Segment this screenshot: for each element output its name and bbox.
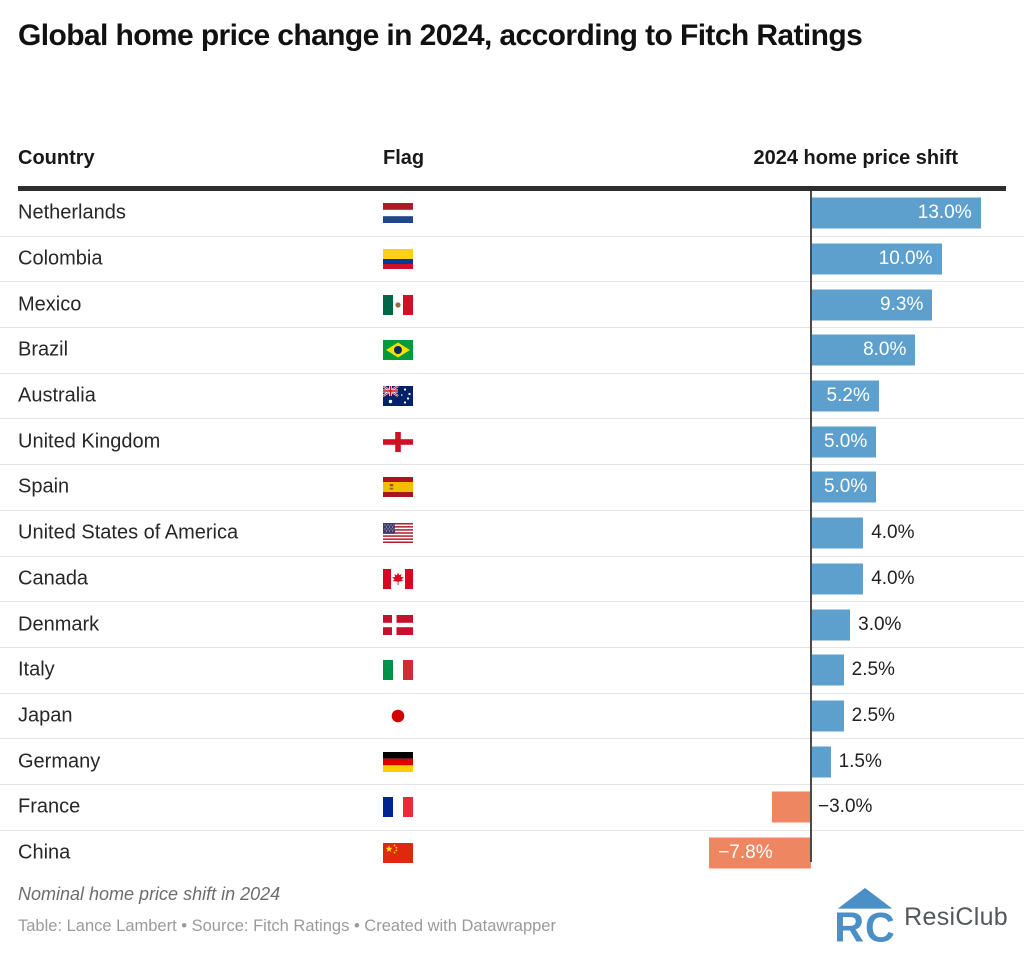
table-row: Mexico 9.3% [0,282,1024,329]
table-row: United Kingdom 5.0% [0,419,1024,466]
ca-flag-icon [383,568,413,589]
bar [811,471,877,503]
table-row: Japan 2.5% [0,694,1024,740]
bar-value-label: 5.2% [826,385,870,407]
country-cell: Colombia [18,247,103,270]
footer-note: Nominal home price shift in 2024 [18,884,281,904]
table-row: Germany 1.5% [0,739,1024,785]
bar-value-label: 9.3% [880,293,924,315]
table-row: United States of America 4.0% [0,511,1024,557]
de-flag-icon [383,751,413,772]
column-header-value: 2024 home price shift [753,147,958,169]
country-cell: United States of America [18,521,239,544]
bar [771,791,811,823]
country-cell: Mexico [18,293,82,316]
mx-flag-icon [383,294,413,315]
table-body: Netherlands 13.0% Colombia 10.0% Mexico … [0,191,1024,875]
bar [811,563,864,595]
table-row: Netherlands 13.0% [0,191,1024,237]
country-cell: Germany [18,750,101,773]
bar [811,334,916,366]
br-flag-icon [383,340,413,361]
bar [811,243,942,275]
nl-flag-icon [383,203,413,224]
bar-value-label: 8.0% [863,339,907,361]
jp-flag-icon [383,705,413,726]
gb-eng-flag-icon [383,431,413,452]
es-flag-icon [383,477,413,498]
svg-text:RC: RC [835,904,895,948]
chart-title: Global home price change in 2024, accord… [18,19,863,52]
column-header-country: Country [18,147,95,169]
cn-flag-icon [383,842,413,863]
country-cell: Netherlands [18,201,126,224]
fr-flag-icon [383,797,413,818]
bar-value-label: −3.0% [818,796,873,818]
footer-credit: Table: Lance Lambert • Source: Fitch Rat… [18,917,556,935]
table-row: Spain 5.0% [0,465,1024,511]
country-cell: United Kingdom [18,430,161,453]
bar-value-label: 2.5% [851,704,895,726]
bar-value-label: 4.0% [871,522,915,544]
table-row: Canada 4.0% [0,557,1024,603]
country-cell: Brazil [18,338,69,361]
bar [811,197,981,229]
resiclub-logo-icon: RC [835,887,895,948]
bar [811,654,844,686]
bar [811,426,877,458]
country-cell: Australia [18,384,96,407]
bar [811,289,933,321]
table-row: Colombia 10.0% [0,237,1024,283]
table-row: France −3.0% [0,785,1024,831]
bar-value-label: 5.0% [823,430,868,452]
co-flag-icon [383,249,413,270]
resiclub-logo-text: ResiClub [904,902,1008,931]
resiclub-logo: RC ResiClub [835,886,1008,948]
country-cell: Italy [18,658,55,681]
bar [811,746,831,778]
country-cell: Spain [18,475,70,498]
country-cell: Denmark [18,613,100,636]
bar [811,609,851,641]
header-rule [18,186,1006,191]
bar [709,837,811,869]
column-header-flag: Flag [383,147,425,169]
table-row: China −7.8% [0,831,1024,876]
table-row: Italy 2.5% [0,648,1024,694]
au-flag-icon [383,386,413,407]
bar [811,380,879,412]
country-cell: France [18,795,81,818]
table-row: Denmark 3.0% [0,602,1024,648]
bar-value-label: 10.0% [878,248,933,270]
bar-value-label: 4.0% [871,567,915,589]
dk-flag-icon [383,614,413,635]
bar [811,700,844,732]
table-row: Australia 5.2% [0,374,1024,420]
bar-value-label: 2.5% [851,659,895,681]
bar-value-label: 13.0% [917,202,972,224]
bar [811,517,864,549]
country-cell: China [18,841,71,864]
country-cell: Japan [18,704,73,727]
us-flag-icon [383,523,413,544]
bar-value-label: 1.5% [838,750,882,772]
table-row: Brazil 8.0% [0,328,1024,374]
country-cell: Canada [18,567,89,590]
zero-axis-line [810,191,812,862]
bar-value-label: 5.0% [823,476,868,498]
bar-value-label: 3.0% [858,613,902,635]
it-flag-icon [383,660,413,681]
bar-value-label: −7.8% [718,841,773,863]
